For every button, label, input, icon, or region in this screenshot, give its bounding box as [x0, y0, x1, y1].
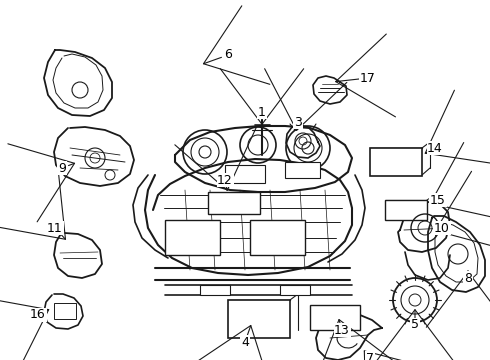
- Bar: [200, 285, 230, 295]
- Bar: [385, 200, 427, 220]
- Bar: [370, 148, 422, 176]
- Text: 12: 12: [217, 174, 233, 186]
- Bar: [280, 285, 310, 295]
- Text: 13: 13: [334, 324, 350, 337]
- Text: 9: 9: [58, 162, 66, 175]
- Text: 15: 15: [430, 194, 446, 207]
- Text: 17: 17: [360, 72, 376, 85]
- Text: 11: 11: [47, 221, 63, 234]
- Bar: [208, 192, 260, 214]
- Text: 14: 14: [427, 141, 443, 154]
- Text: 16: 16: [30, 309, 46, 321]
- Text: 5: 5: [411, 319, 419, 332]
- Bar: [165, 220, 220, 255]
- Text: 6: 6: [224, 49, 232, 62]
- Text: 7: 7: [366, 351, 374, 360]
- Bar: [310, 305, 360, 330]
- Text: 1: 1: [258, 105, 266, 118]
- Bar: [228, 300, 290, 338]
- Bar: [250, 220, 305, 255]
- Text: 4: 4: [241, 336, 249, 348]
- Text: 8: 8: [464, 271, 472, 284]
- Bar: [54, 303, 76, 319]
- Bar: [285, 162, 320, 178]
- Text: 10: 10: [434, 221, 450, 234]
- Text: 3: 3: [294, 116, 302, 129]
- Bar: [225, 165, 265, 183]
